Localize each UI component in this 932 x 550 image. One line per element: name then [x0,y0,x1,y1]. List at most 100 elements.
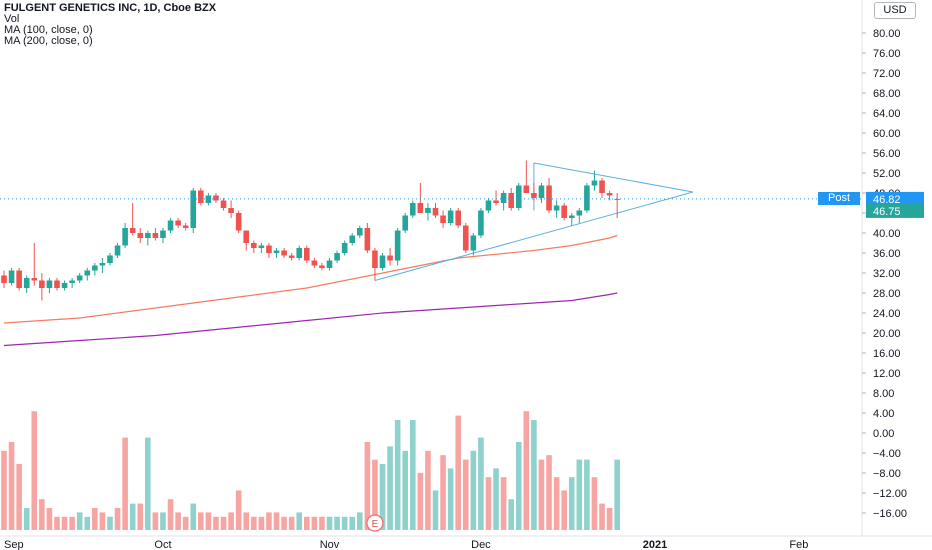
candle-body [31,278,38,281]
volume-bar [417,472,424,530]
candle-body [584,185,590,211]
candle-body [409,203,416,216]
candle-body [425,208,431,213]
candle-body [599,180,605,193]
volume-bar [273,512,280,530]
currency-button[interactable]: USD [874,2,916,19]
candle-body [349,235,356,243]
volume-bar [198,512,204,530]
candle-body [243,230,250,243]
triangle-lower-line[interactable] [374,191,694,281]
post-price-label-bg [866,191,924,206]
candle-body [84,270,91,276]
triangle-drawing[interactable] [374,162,694,281]
volume-bar [379,464,386,530]
volume-bar [69,516,75,530]
candle-body [258,245,265,248]
price-tick-label: 8.00 [873,388,894,400]
candle-body [16,270,22,288]
candle-body [167,220,174,231]
volume-bar [16,464,22,530]
volume-bar [190,503,197,530]
candle-body [235,213,242,231]
candle-body [402,215,409,231]
candle-body [553,205,560,211]
volume-bar [531,420,537,530]
candles-layer [1,160,620,301]
volume-bar [76,512,83,530]
volume-bar [394,420,401,530]
volume-bar [296,512,303,530]
earnings-letter[interactable]: E [372,519,379,530]
post-price-label: 46.82 [873,194,901,206]
legend-ma200[interactable]: MA (200, close, 0) [4,35,93,47]
last-price-label-bg [866,203,924,218]
candle-body [341,243,348,253]
candle-body [591,180,598,186]
volume-bar [538,459,545,530]
price-tick-label: 4.00 [873,408,894,420]
volume-bar [409,420,416,530]
volume-bar [84,516,91,530]
volume-bar [462,459,469,530]
volume-bar [341,516,348,530]
price-tick-label: 36.00 [873,248,901,260]
candle-body [266,245,272,253]
volume-bar [137,503,144,530]
candle-body [319,265,325,268]
legend-ma100[interactable]: MA (100, close, 0) [4,24,93,36]
price-tick-label: 76.00 [873,48,901,60]
candle-body [508,193,514,208]
volume-layer [1,411,620,530]
volume-bar [515,442,522,530]
candle-body [107,255,113,263]
volume-bar [432,490,439,530]
candle-body [455,210,461,226]
volume-bar [8,442,15,530]
volume-bar [23,508,30,530]
candle-body [251,243,257,248]
volume-bar [584,459,590,530]
time-axis[interactable]: Sep Oct Nov Dec 2021 Feb [0,535,932,550]
candle-body [462,225,469,251]
legend-vol[interactable]: Vol [4,13,20,25]
volume-bar [387,446,393,530]
time-tick-label: Nov [320,539,340,550]
ma200-line [3,292,618,347]
volume-bar [591,477,598,530]
time-tick-label: Dec [471,539,491,550]
volume-bar [220,516,227,530]
candle-body [515,185,522,208]
candle-body [561,205,567,218]
price-axis-bg[interactable] [862,0,932,550]
price-tick-label: 16.00 [873,348,901,360]
volume-bar [213,516,219,530]
price-tick-label: 52.00 [873,168,901,180]
candle-body [190,190,197,228]
earnings-circle[interactable] [366,514,384,532]
earnings-marker[interactable]: E [366,514,384,532]
time-tick-label: Oct [154,539,171,550]
price-tick-label: 0.00 [873,428,894,440]
volume-bar [160,512,166,530]
volume-bar [334,516,340,530]
candle-body [114,245,121,256]
candle-body [394,230,401,261]
triangle-upper-line[interactable] [533,162,693,193]
candle-body [614,198,620,200]
candle-body [447,210,454,223]
volume-bar [1,450,7,530]
volume-bar [546,455,552,530]
volume-bar [493,468,499,530]
volume-bar [568,477,575,530]
price-tick-label: −4.00 [873,448,901,460]
price-axis[interactable]: 80.00 76.00 72.00 68.00 64.00 60.00 56.00 52.00… [861,0,932,550]
volume-bar [500,477,507,530]
price-tick-label: −12.00 [873,488,907,500]
volume-bar [478,437,484,530]
candle-body [288,255,295,258]
moving-averages [3,234,618,347]
volume-bar [440,455,446,530]
candle-body [198,190,204,203]
